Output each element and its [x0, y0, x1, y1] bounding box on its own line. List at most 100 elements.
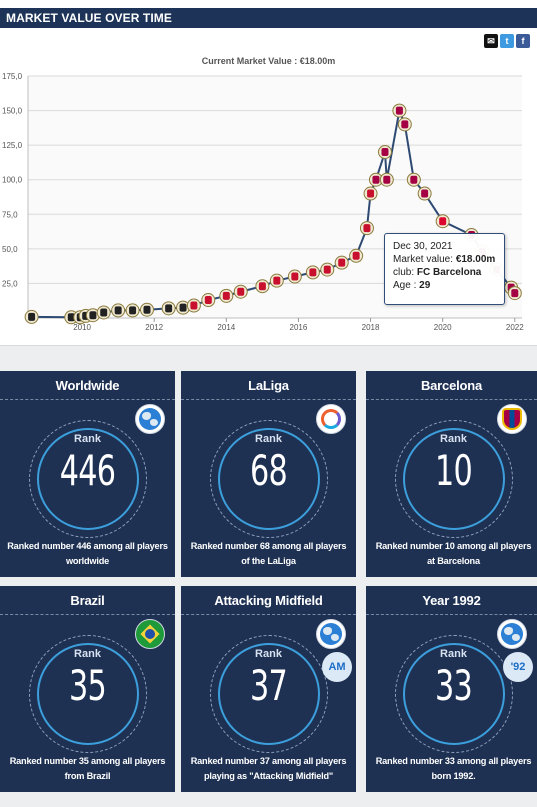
x-tick-label: 2014: [217, 323, 235, 332]
rank-value: 10: [434, 446, 473, 495]
rank-description: Ranked number 10 among all players at Ba…: [375, 541, 532, 566]
y-tick-label: 175,0: [2, 72, 23, 81]
rank-ring-inner: [403, 643, 505, 745]
rank-card-title: Worldwide: [0, 371, 175, 400]
data-point[interactable]: [334, 255, 349, 270]
x-tick-label: 2012: [145, 323, 163, 332]
rank-description: Ranked number 35 among all players from …: [9, 756, 166, 781]
rank-card[interactable]: Brazil Rank 35 Ranked number 35 among all p…: [0, 586, 175, 792]
brazil-flag-icon: [135, 619, 165, 649]
x-tick-label: 2018: [362, 323, 380, 332]
rank-label: Rank: [255, 648, 282, 660]
tooltip-market-value: Market value: €18.00m: [393, 254, 496, 265]
data-point[interactable]: [125, 303, 140, 318]
rank-card-title: Attacking Midfield: [181, 586, 356, 615]
rank-card-title: Brazil: [0, 586, 175, 615]
facebook-icon[interactable]: f: [516, 34, 530, 48]
data-point[interactable]: [359, 221, 374, 236]
data-point[interactable]: [379, 172, 394, 187]
rank-value: 37: [249, 661, 288, 710]
market-value-chart[interactable]: 175,0 150,0 125,0 100,0 75,0 50,0 25,0 2010 2012…: [0, 68, 537, 358]
rank-label: Rank: [74, 648, 101, 660]
data-point[interactable]: [320, 262, 335, 277]
laliga-logo-icon: [316, 404, 346, 434]
y-tick-label: 50,0: [2, 245, 18, 254]
data-point[interactable]: [392, 103, 407, 118]
data-point[interactable]: [269, 273, 284, 288]
rank-label: Rank: [255, 433, 282, 445]
chart-panel: ✉ t f Current Market Value : €18.00m 175…: [0, 28, 537, 346]
rank-ring: [210, 635, 328, 753]
rank-label: Rank: [440, 433, 467, 445]
data-point[interactable]: [349, 248, 364, 263]
rank-ring: [210, 420, 328, 538]
x-tick-label: 2020: [434, 323, 452, 332]
data-point[interactable]: [85, 308, 100, 323]
data-point[interactable]: [287, 269, 302, 284]
rank-description: Ranked number 68 among all players of th…: [190, 541, 347, 566]
data-point[interactable]: [417, 186, 432, 201]
data-point[interactable]: [368, 172, 383, 187]
data-point[interactable]: [435, 214, 450, 229]
data-point[interactable]: [377, 145, 392, 160]
rank-ring: [29, 420, 147, 538]
globe-icon: [497, 619, 527, 649]
rank-value: 35: [68, 661, 107, 710]
rank-ring: [395, 635, 513, 753]
data-point[interactable]: [305, 265, 320, 280]
twitter-icon[interactable]: t: [500, 34, 514, 48]
data-point[interactable]: [397, 117, 412, 132]
data-point[interactable]: [363, 186, 378, 201]
barcelona-crest-icon: [497, 404, 527, 434]
tooltip-age: Age : 29: [393, 280, 431, 291]
rank-label: Rank: [440, 648, 467, 660]
data-point[interactable]: [255, 279, 270, 294]
data-point[interactable]: [201, 293, 216, 308]
rank-card[interactable]: Worldwide Rank 446 Ranked number 446 among …: [0, 371, 175, 577]
rank-label: Rank: [74, 433, 101, 445]
rank-ring-inner: [218, 428, 320, 530]
y-tick-label: 25,0: [2, 279, 18, 288]
rank-description: Ranked number 37 among all players playi…: [190, 756, 347, 781]
data-point[interactable]: [507, 286, 522, 301]
rank-ring-inner: [218, 643, 320, 745]
data-point[interactable]: [176, 300, 191, 315]
data-point[interactable]: [219, 288, 234, 303]
rank-value: 33: [434, 661, 473, 710]
data-point[interactable]: [406, 172, 421, 187]
rank-card[interactable]: Barcelona Rank 10 Ranked number 10 among al…: [366, 371, 537, 577]
rank-card[interactable]: Attacking Midfield Rank 37 AM Ranked number …: [181, 586, 356, 792]
rank-ring-inner: [37, 643, 139, 745]
data-point[interactable]: [111, 303, 126, 318]
rank-ring: [29, 635, 147, 753]
globe-icon: [135, 404, 165, 434]
rank-value: 68: [249, 446, 288, 495]
chart-tooltip: Dec 30, 2021 Market value: €18.00m club:…: [384, 233, 505, 305]
rank-ring-inner: [403, 428, 505, 530]
y-tick-label: 150,0: [2, 107, 23, 116]
y-tick-label: 75,0: [2, 210, 18, 219]
data-point[interactable]: [161, 301, 176, 316]
tooltip-club: club: FC Barcelona: [393, 267, 482, 278]
rank-card[interactable]: LaLiga Rank 68 Ranked number 68 among all p…: [181, 371, 356, 577]
position-badge: AM: [322, 652, 352, 682]
rank-value: 446: [59, 446, 116, 495]
globe-icon: [316, 619, 346, 649]
rank-ring-inner: [37, 428, 139, 530]
rank-card-title: Year 1992: [366, 586, 537, 615]
x-tick-label: 2022: [506, 323, 524, 332]
rank-card-title: Barcelona: [366, 371, 537, 400]
position-badge: '92: [503, 652, 533, 682]
data-point[interactable]: [96, 305, 111, 320]
rank-description: Ranked number 446 among all players worl…: [7, 541, 168, 566]
data-point[interactable]: [139, 302, 154, 317]
rank-card-title: LaLiga: [181, 371, 356, 400]
rank-card[interactable]: Year 1992 Rank 33 '92 Ranked number 33 among…: [366, 586, 537, 792]
data-point[interactable]: [233, 284, 248, 299]
section-title: MARKET VALUE OVER TIME: [0, 8, 537, 28]
rank-description: Ranked number 33 among all players born …: [375, 756, 532, 781]
data-point[interactable]: [186, 298, 201, 313]
current-market-value: Current Market Value : €18.00m: [201, 56, 336, 66]
mail-icon[interactable]: ✉: [484, 34, 498, 48]
data-point[interactable]: [24, 309, 39, 324]
